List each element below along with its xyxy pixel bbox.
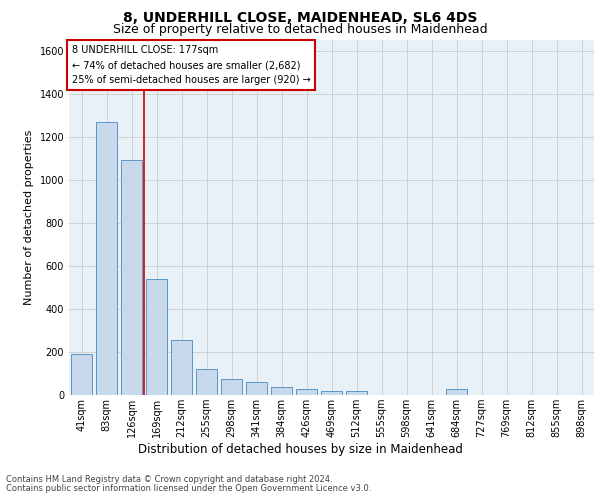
Bar — [446, 388, 467, 395]
Bar — [221, 379, 242, 395]
Text: 8, UNDERHILL CLOSE, MAIDENHEAD, SL6 4DS: 8, UNDERHILL CLOSE, MAIDENHEAD, SL6 4DS — [123, 11, 477, 25]
Text: Distribution of detached houses by size in Maidenhead: Distribution of detached houses by size … — [137, 442, 463, 456]
Text: Contains public sector information licensed under the Open Government Licence v3: Contains public sector information licen… — [6, 484, 371, 493]
Bar — [346, 390, 367, 395]
Bar — [146, 279, 167, 395]
Bar — [321, 390, 342, 395]
Bar — [246, 382, 267, 395]
Bar — [171, 340, 192, 395]
Bar — [296, 388, 317, 395]
Bar — [96, 122, 117, 395]
Bar — [271, 388, 292, 395]
Text: Contains HM Land Registry data © Crown copyright and database right 2024.: Contains HM Land Registry data © Crown c… — [6, 475, 332, 484]
Bar — [71, 354, 92, 395]
Bar — [121, 160, 142, 395]
Bar — [196, 369, 217, 395]
Y-axis label: Number of detached properties: Number of detached properties — [24, 130, 34, 305]
Text: 8 UNDERHILL CLOSE: 177sqm
← 74% of detached houses are smaller (2,682)
25% of se: 8 UNDERHILL CLOSE: 177sqm ← 74% of detac… — [71, 46, 310, 85]
Text: Size of property relative to detached houses in Maidenhead: Size of property relative to detached ho… — [113, 22, 487, 36]
